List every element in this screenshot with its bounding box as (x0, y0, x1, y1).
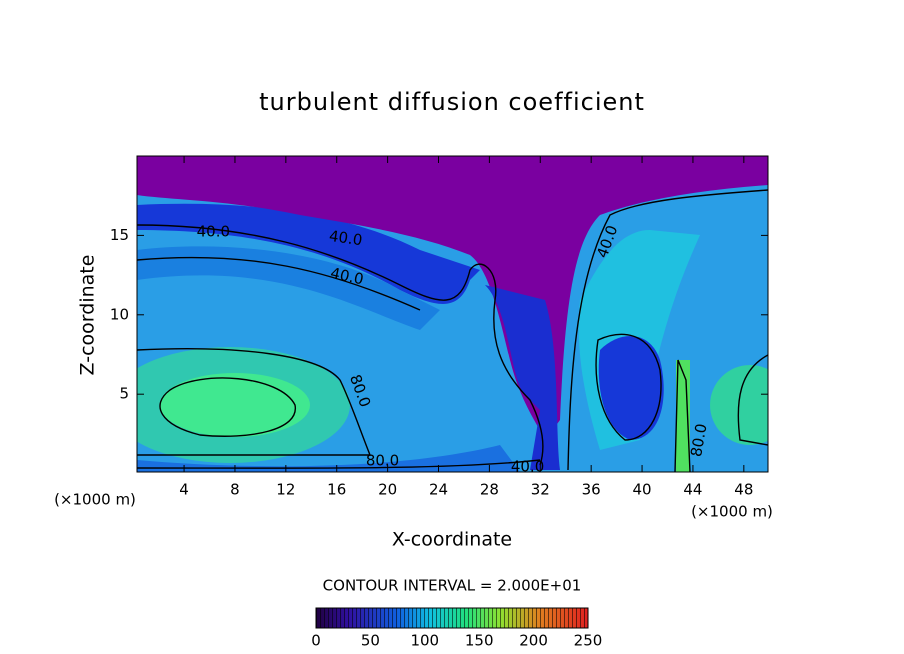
y-tick-label: 15 (110, 226, 129, 244)
colorbar-tick-label: 250 (574, 632, 603, 650)
x-unit: (×1000 m) (691, 503, 773, 521)
x-tick-label: 24 (429, 481, 448, 499)
contour-line (595, 333, 662, 441)
contour-interval: CONTOUR INTERVAL = 2.000E+01 (323, 577, 582, 595)
contour-lines (137, 189, 768, 472)
colorbar-tick-label: 0 (311, 632, 321, 650)
colorbar-tick-label: 150 (465, 632, 494, 650)
x-tick-label: 44 (683, 481, 702, 499)
field-purple (137, 156, 768, 440)
contour-line (137, 256, 421, 311)
contour-line (137, 224, 544, 466)
field-blob (710, 365, 768, 445)
colorbar-stripes (315, 607, 589, 629)
contour-label: 40.0 (197, 223, 230, 241)
contour-label: 80.0 (687, 422, 711, 458)
colorbar-tick-label: 100 (410, 632, 439, 650)
contour-label: 80.0 (366, 451, 399, 469)
x-tick-label: 4 (179, 481, 189, 499)
x-tick-label: 20 (378, 481, 397, 499)
x-axis-label: X-coordinate (392, 529, 512, 551)
contour-line (737, 354, 768, 446)
plot-frame (136, 155, 769, 473)
field-band (137, 203, 480, 304)
y-axis-label: Z-coordinate (77, 255, 99, 376)
contour-line (137, 459, 541, 469)
y-tick-label: 10 (110, 305, 129, 323)
field-region (598, 336, 664, 440)
field-band (137, 445, 520, 472)
field-blob (160, 373, 310, 437)
colorbar-tick-label: 200 (519, 632, 548, 650)
x-tick-label: 16 (327, 481, 346, 499)
chart-title: turbulent diffusion coefficient (259, 88, 645, 116)
field-band (137, 246, 440, 330)
contour-label: 40.0 (328, 227, 364, 249)
colorbar-tick-label: 50 (361, 632, 380, 650)
contour-line (137, 348, 372, 456)
field-plume (485, 285, 560, 470)
y-tick-label: 5 (119, 385, 129, 403)
x-tick-label: 8 (230, 481, 240, 499)
x-tick-label: 48 (734, 481, 753, 499)
x-tick-label: 36 (582, 481, 601, 499)
contour-label: 40.0 (511, 458, 544, 476)
x-tick-label: 40 (633, 481, 652, 499)
x-tick-label: 32 (531, 481, 550, 499)
field (137, 156, 768, 472)
x-unit: (×1000 m) (54, 491, 136, 509)
contour-line (567, 189, 768, 471)
x-tick-label: 28 (480, 481, 499, 499)
contour-line (674, 359, 691, 472)
contour-line (159, 377, 296, 437)
x-tick-label: 12 (276, 481, 295, 499)
